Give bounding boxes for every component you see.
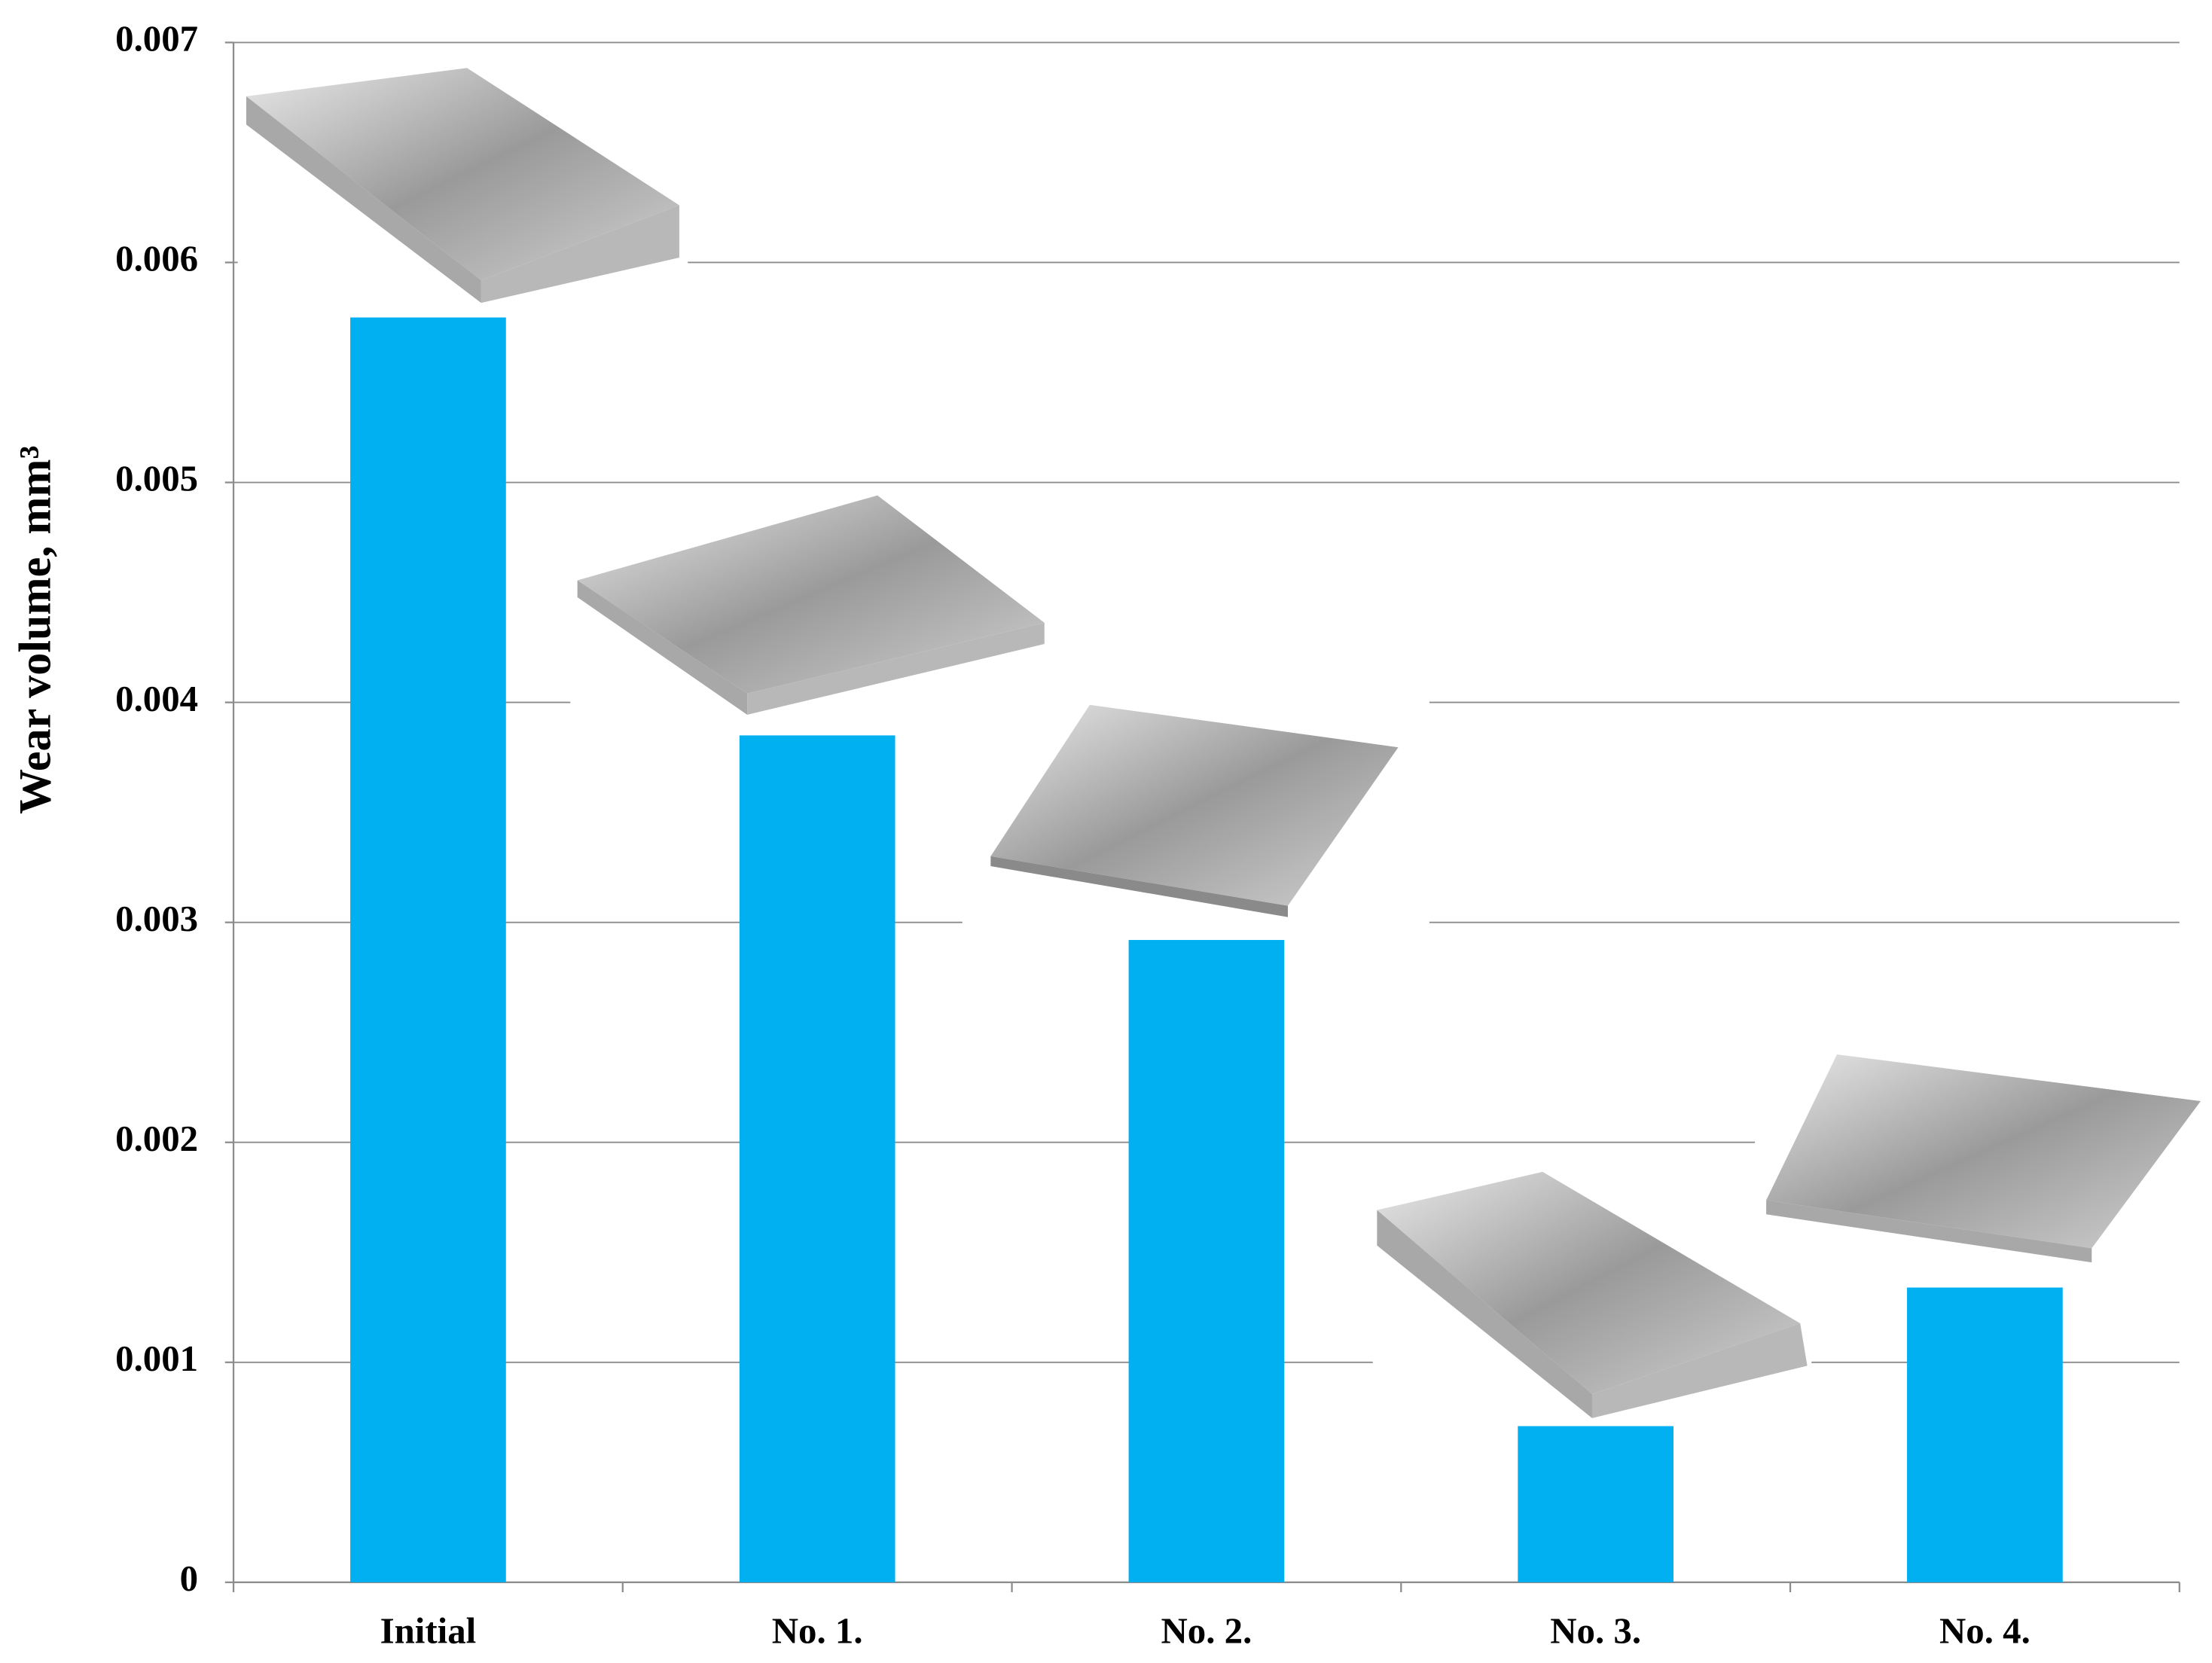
surface-inset bbox=[246, 68, 679, 281]
y-tick-label: 0.002 bbox=[115, 1118, 198, 1159]
surface-inset bbox=[990, 856, 1288, 917]
surface-inset bbox=[1377, 1171, 1801, 1394]
x-tick-label: No. 2. bbox=[1161, 1610, 1252, 1652]
surface-inset bbox=[1591, 1323, 1808, 1418]
bars bbox=[350, 317, 2063, 1582]
bar bbox=[1518, 1426, 1674, 1582]
bar bbox=[739, 735, 895, 1582]
surface-inset bbox=[990, 704, 1399, 906]
surface-inset bbox=[1766, 1200, 2092, 1263]
y-tick-label: 0.007 bbox=[115, 18, 198, 60]
surface-inset bbox=[747, 622, 1045, 715]
x-tick-label: No. 3. bbox=[1550, 1610, 1641, 1652]
labels: Wear volume, mm³ 0 0.001 0.002 0.003 0.004 0.… bbox=[10, 18, 2030, 1652]
y-tick-label: 0.001 bbox=[115, 1338, 198, 1379]
y-tick-label: 0 bbox=[180, 1558, 198, 1599]
surface-inset bbox=[1377, 1210, 1592, 1418]
y-tick-label: 0.003 bbox=[115, 898, 198, 939]
y-tick-label: 0.004 bbox=[115, 678, 198, 719]
surface-inset bbox=[577, 495, 1045, 694]
bar bbox=[350, 317, 506, 1582]
surface-inset bbox=[481, 205, 679, 304]
y-tick-label: 0.005 bbox=[115, 458, 198, 499]
surface-inset bbox=[577, 580, 748, 715]
x-tick-label: Initial bbox=[380, 1610, 477, 1652]
x-tick-label: No. 1. bbox=[772, 1610, 863, 1652]
y-tick-label: 0.006 bbox=[115, 238, 198, 279]
bar bbox=[1128, 940, 1285, 1582]
y-axis-label: Wear volume, mm³ bbox=[10, 445, 60, 813]
x-tick-label: No. 4. bbox=[1939, 1610, 2030, 1652]
surface-inset bbox=[246, 96, 481, 304]
bar bbox=[1907, 1287, 2063, 1582]
surface-inset bbox=[1766, 1054, 2201, 1249]
surface-insets bbox=[237, 53, 2205, 1423]
